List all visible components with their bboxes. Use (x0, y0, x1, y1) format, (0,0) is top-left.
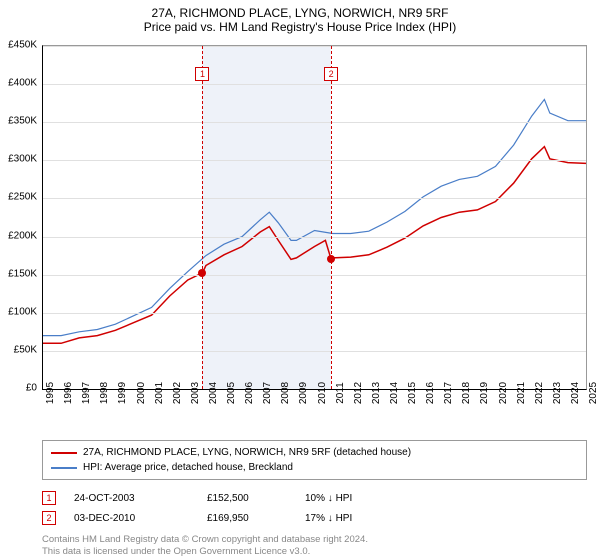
x-axis-label: 1997 (81, 382, 92, 404)
sale-date: 24-OCT-2003 (74, 493, 189, 504)
legend-swatch-hpi (51, 467, 77, 469)
chart-container: 27A, RICHMOND PLACE, LYNG, NORWICH, NR9 … (0, 0, 600, 560)
x-axis-label: 2001 (154, 382, 165, 404)
x-axis-label: 2005 (226, 382, 237, 404)
x-axis-label: 1995 (45, 382, 56, 404)
y-axis-label: £250K (8, 192, 37, 203)
legend-label-hpi: HPI: Average price, detached house, Brec… (83, 462, 293, 473)
y-axis-label: £400K (8, 78, 37, 89)
series-price_paid (43, 147, 586, 344)
y-axis-label: £450K (8, 40, 37, 51)
gridline (43, 84, 586, 85)
x-axis-label: 1999 (117, 382, 128, 404)
legend-block: 27A, RICHMOND PLACE, LYNG, NORWICH, NR9 … (42, 440, 587, 559)
y-axis-label: £100K (8, 306, 37, 317)
x-axis-label: 2023 (552, 382, 563, 404)
x-axis-label: 2003 (190, 382, 201, 404)
x-axis-label: 2004 (208, 382, 219, 404)
sale-diff: 17% ↓ HPI (305, 513, 405, 524)
x-axis-label: 2007 (262, 382, 273, 404)
attribution-line2: This data is licensed under the Open Gov… (42, 546, 587, 558)
x-axis-label: 2015 (407, 382, 418, 404)
y-axis-label: £0 (26, 383, 37, 394)
sale-marker-2: 2 (42, 511, 56, 525)
title-subtitle: Price paid vs. HM Land Registry's House … (0, 20, 600, 34)
legend-row-hpi: HPI: Average price, detached house, Brec… (51, 460, 578, 475)
sale-row: 2 03-DEC-2010 £169,950 17% ↓ HPI (42, 508, 587, 528)
title-block: 27A, RICHMOND PLACE, LYNG, NORWICH, NR9 … (0, 0, 600, 34)
x-axis-label: 2020 (498, 382, 509, 404)
sale-marker-1: 1 (42, 491, 56, 505)
gridline (43, 237, 586, 238)
attribution: Contains HM Land Registry data © Crown c… (42, 534, 587, 559)
gridline (43, 160, 586, 161)
legend-label-price: 27A, RICHMOND PLACE, LYNG, NORWICH, NR9 … (83, 447, 411, 458)
sale-date: 03-DEC-2010 (74, 513, 189, 524)
x-axis-label: 2013 (371, 382, 382, 404)
x-axis-label: 2025 (588, 382, 599, 404)
marker-box: 1 (195, 67, 209, 81)
marker-vline (331, 46, 332, 389)
sale-diff: 10% ↓ HPI (305, 493, 405, 504)
sale-price: £169,950 (207, 513, 287, 524)
x-axis-label: 2012 (353, 382, 364, 404)
sale-table: 1 24-OCT-2003 £152,500 10% ↓ HPI 2 03-DE… (42, 488, 587, 528)
x-axis-label: 2009 (298, 382, 309, 404)
marker-vline (202, 46, 203, 389)
sale-price: £152,500 (207, 493, 287, 504)
gridline (43, 46, 586, 47)
x-axis-label: 2002 (172, 382, 183, 404)
x-axis-label: 2016 (425, 382, 436, 404)
sale-dot (327, 255, 335, 263)
x-axis-label: 2017 (443, 382, 454, 404)
x-axis-label: 2006 (244, 382, 255, 404)
x-axis-label: 1998 (99, 382, 110, 404)
legend-swatch-price (51, 452, 77, 454)
legend-box: 27A, RICHMOND PLACE, LYNG, NORWICH, NR9 … (42, 440, 587, 480)
gridline (43, 351, 586, 352)
gridline (43, 198, 586, 199)
gridline (43, 313, 586, 314)
series-hpi (43, 99, 586, 335)
y-axis-label: £300K (8, 154, 37, 165)
x-axis-label: 2000 (136, 382, 147, 404)
title-address: 27A, RICHMOND PLACE, LYNG, NORWICH, NR9 … (0, 6, 600, 20)
x-axis-label: 2019 (479, 382, 490, 404)
attribution-line1: Contains HM Land Registry data © Crown c… (42, 534, 587, 546)
x-axis-label: 2011 (335, 382, 346, 404)
x-axis-label: 2010 (317, 382, 328, 404)
x-axis-label: 2022 (534, 382, 545, 404)
plot-region: 12 (42, 45, 587, 390)
x-axis-label: 1996 (63, 382, 74, 404)
gridline (43, 122, 586, 123)
legend-row-price: 27A, RICHMOND PLACE, LYNG, NORWICH, NR9 … (51, 445, 578, 460)
x-axis-label: 2014 (389, 382, 400, 404)
gridline (43, 275, 586, 276)
x-axis-label: 2024 (570, 382, 581, 404)
y-axis-label: £200K (8, 230, 37, 241)
x-axis-label: 2008 (280, 382, 291, 404)
line-svg (43, 46, 586, 389)
y-axis-label: £50K (14, 344, 37, 355)
y-axis-label: £350K (8, 116, 37, 127)
x-axis-label: 2018 (461, 382, 472, 404)
chart-area: 12 £0£50K£100K£150K£200K£250K£300K£350K£… (42, 45, 587, 410)
sale-row: 1 24-OCT-2003 £152,500 10% ↓ HPI (42, 488, 587, 508)
x-axis-label: 2021 (516, 382, 527, 404)
sale-dot (198, 269, 206, 277)
y-axis-label: £150K (8, 268, 37, 279)
marker-box: 2 (324, 67, 338, 81)
